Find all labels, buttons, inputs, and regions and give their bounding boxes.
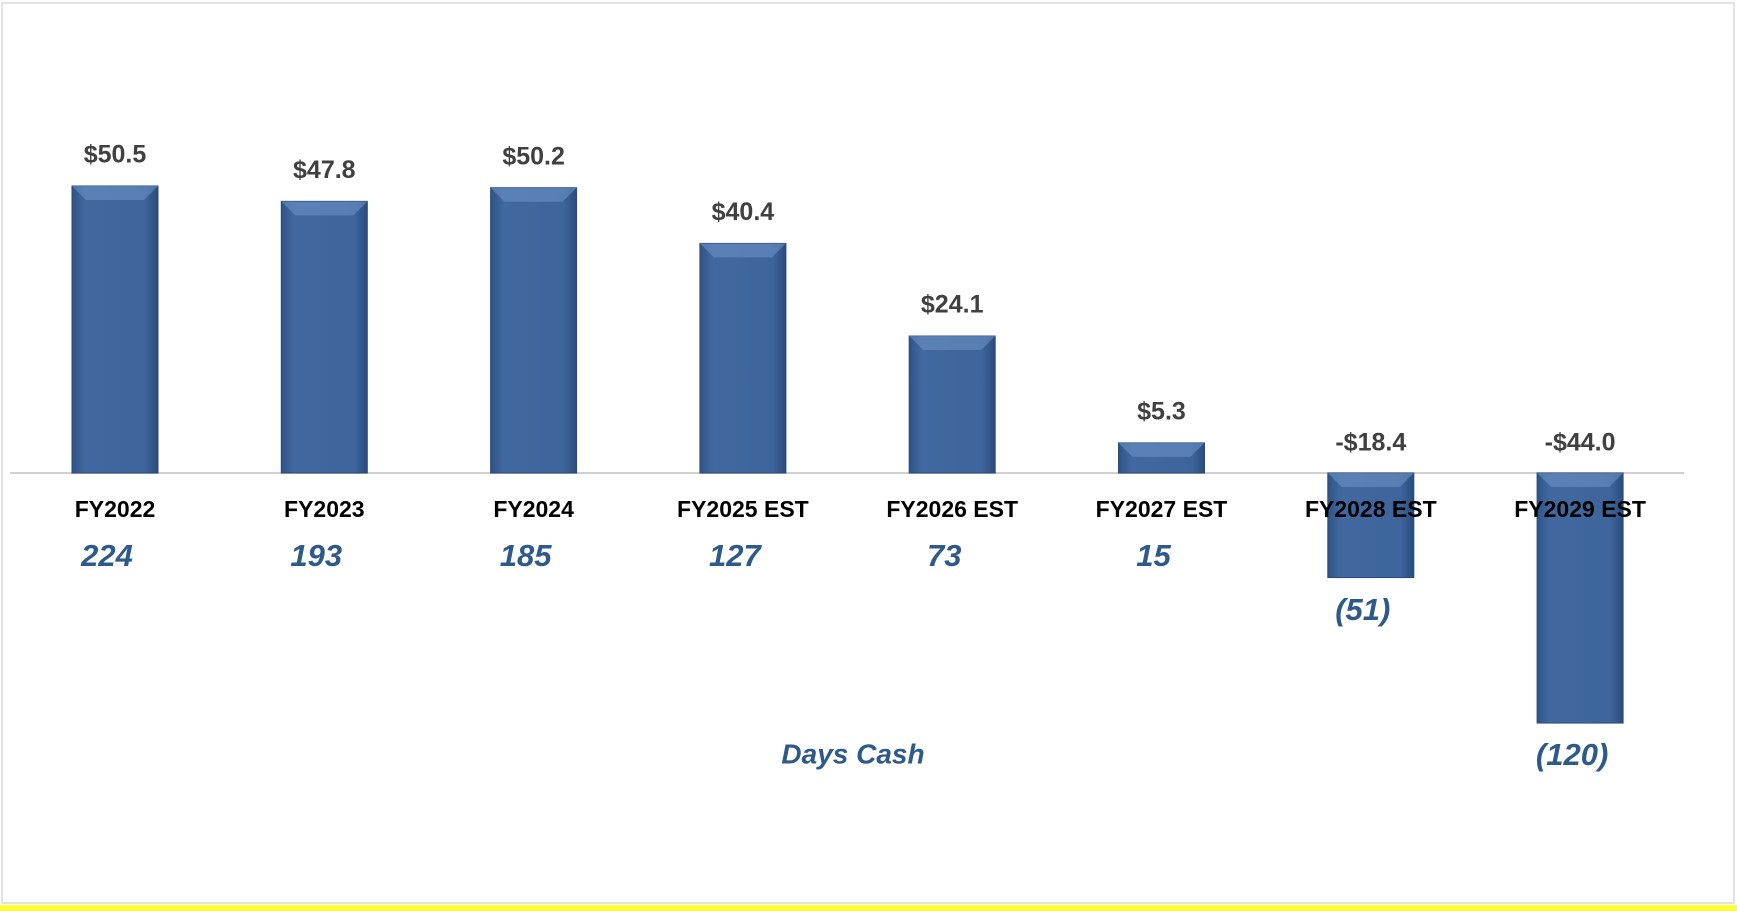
bar — [490, 187, 578, 474]
value-label: $5.3 — [1137, 397, 1186, 425]
bar — [71, 185, 159, 474]
days-cash-value: 15 — [1136, 538, 1171, 573]
value-label: -$44.0 — [1545, 429, 1616, 457]
bar-bevel — [1327, 473, 1414, 487]
days-cash-value: (51) — [1335, 592, 1390, 627]
x-tick-label: FY2029 EST — [1514, 496, 1646, 522]
x-tick-label: FY2023 — [284, 496, 365, 522]
value-label: -$18.4 — [1335, 429, 1406, 457]
x-tick-label: FY2025 EST — [677, 496, 809, 522]
bar — [908, 335, 996, 474]
value-label: $50.2 — [502, 142, 565, 170]
value-label: $50.5 — [84, 141, 147, 169]
days-cash-value: 193 — [290, 538, 342, 573]
highlight-strip — [0, 905, 1737, 911]
bar-bevel — [909, 336, 996, 351]
days-cash-value: 127 — [709, 538, 762, 573]
value-label: $47.8 — [293, 156, 356, 184]
bar-bevel — [1118, 442, 1205, 457]
days-cash-value: (120) — [1536, 737, 1608, 772]
days-cash-value: 73 — [927, 538, 961, 573]
bar-bevel — [281, 201, 368, 216]
bar-bevel — [699, 243, 786, 258]
x-tick-label: FY2028 EST — [1305, 496, 1437, 522]
bar-bevel — [490, 187, 577, 202]
x-tick-label: FY2022 — [75, 496, 156, 522]
bar — [1536, 472, 1624, 724]
x-tick-label: FY2024 — [493, 496, 574, 522]
days-cash-value: 185 — [500, 538, 552, 573]
value-label: $40.4 — [712, 198, 775, 226]
x-tick-label: FY2026 EST — [886, 496, 1018, 522]
bar — [280, 200, 368, 474]
bar-bevel — [72, 186, 158, 200]
bar — [699, 242, 787, 474]
x-tick-label: FY2027 EST — [1096, 496, 1228, 522]
bar — [1327, 472, 1415, 579]
days-cash-label: Days Cash — [781, 738, 924, 769]
value-label: $24.1 — [921, 291, 984, 319]
bar-bevel — [1537, 473, 1624, 487]
days-cash-value: 224 — [80, 538, 133, 573]
